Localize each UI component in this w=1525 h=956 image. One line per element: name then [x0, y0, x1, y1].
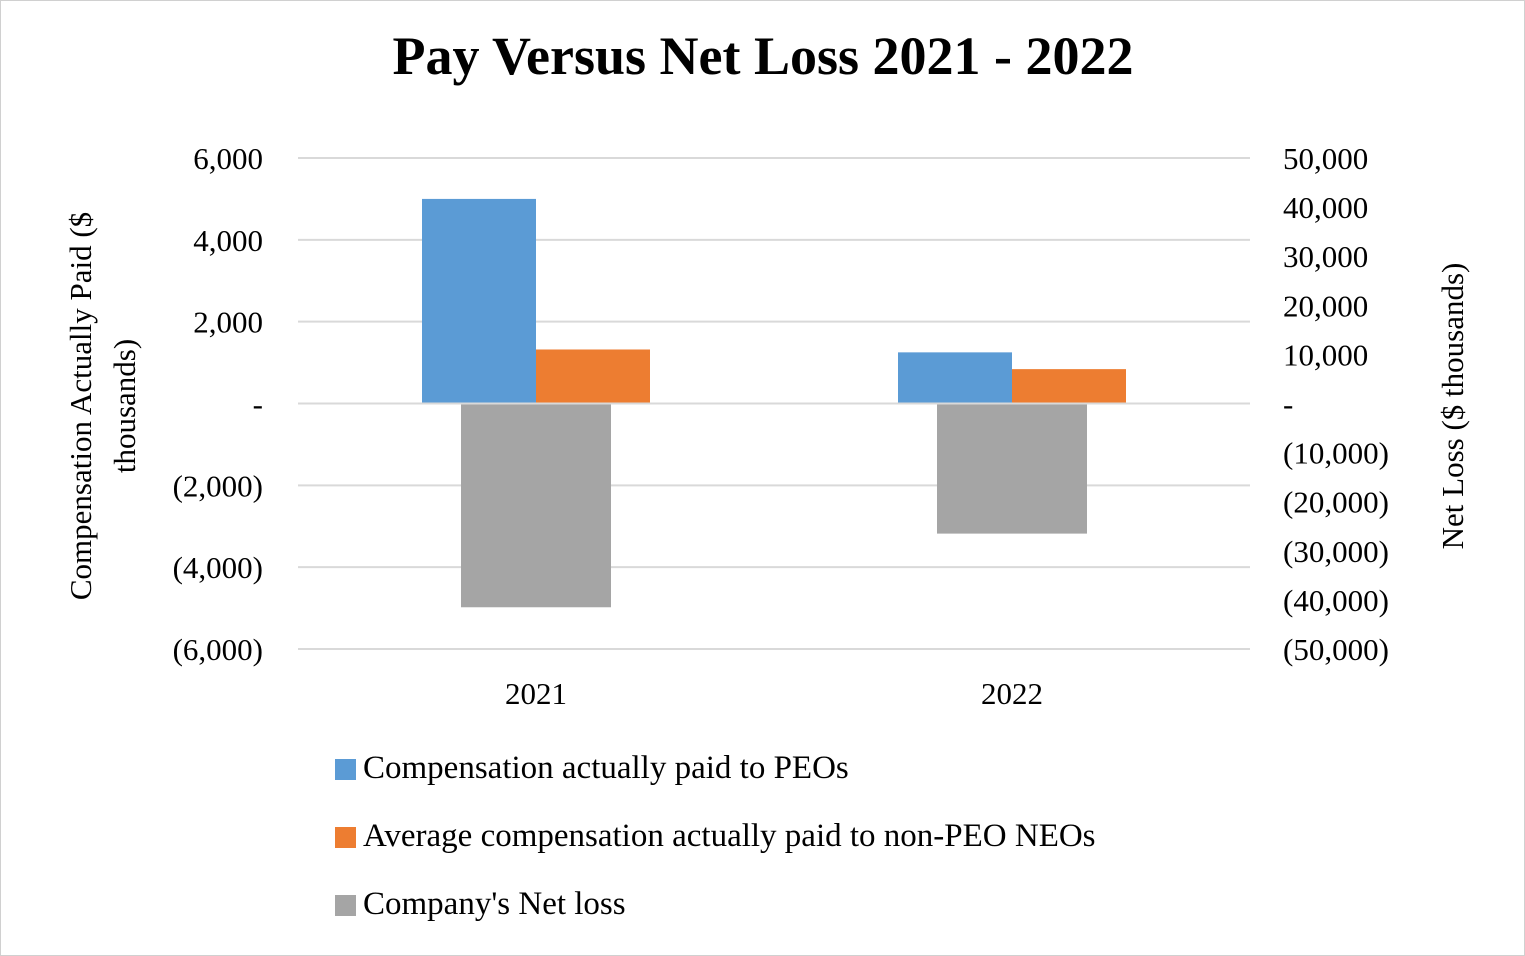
left-axis-title-line-1: Compensation Actually Paid ($: [63, 212, 98, 600]
right-tick-label: 50,000: [1283, 141, 1368, 176]
axis-titles: Compensation Actually Paid ($ thousands)…: [63, 212, 1470, 600]
right-tick-label: (30,000): [1283, 534, 1389, 569]
bar-series-2-2021: [461, 403, 611, 608]
right-tick-label: 40,000: [1283, 190, 1368, 225]
left-tick-label: -: [253, 387, 263, 422]
x-axis-ticks: 2021 2022: [505, 676, 1043, 711]
x-tick-label: 2022: [981, 676, 1043, 711]
bar-series-2-2022: [937, 403, 1087, 534]
left-tick-label: (2,000): [173, 468, 263, 503]
legend-label-2: Company's Net loss: [363, 886, 626, 922]
right-tick-label: (50,000): [1283, 632, 1389, 667]
left-tick-label: 2,000: [193, 305, 263, 340]
legend: Compensation actually paid to PEOs Averag…: [335, 750, 1096, 922]
chart-title: Pay Versus Net Loss 2021 - 2022: [392, 26, 1133, 86]
left-axis-title-line-2: thousands): [107, 339, 142, 473]
left-tick-label: 6,000: [193, 141, 263, 176]
legend-swatch-2: [335, 895, 356, 916]
legend-swatch-1: [335, 827, 356, 848]
bar-series-0-2022: [898, 352, 1012, 404]
left-axis-ticks: 6,000 4,000 2,000 - (2,000) (4,000) (6,000): [173, 141, 263, 667]
x-tick-label: 2021: [505, 676, 567, 711]
bar-series-1-2021: [536, 349, 650, 404]
right-tick-label: (20,000): [1283, 485, 1389, 520]
legend-label-1: Average compensation actually paid to no…: [363, 818, 1096, 854]
right-axis-title: Net Loss ($ thousands): [1435, 263, 1470, 550]
right-tick-label: 20,000: [1283, 288, 1368, 323]
legend-label-0: Compensation actually paid to PEOs: [363, 750, 849, 786]
bar-series-1-2022: [1012, 369, 1126, 404]
right-tick-label: 30,000: [1283, 239, 1368, 274]
legend-swatch-0: [335, 759, 356, 780]
bars: [422, 198, 1126, 608]
right-tick-label: (10,000): [1283, 436, 1389, 471]
right-axis-ticks: 50,000 40,000 30,000 20,000 10,000 - (10,000) (…: [1283, 141, 1389, 667]
right-tick-label: (40,000): [1283, 583, 1389, 618]
left-tick-label: (4,000): [173, 550, 263, 585]
right-tick-label: 10,000: [1283, 337, 1368, 372]
left-tick-label: 4,000: [193, 223, 263, 258]
right-tick-label: -: [1283, 387, 1293, 422]
left-tick-label: (6,000): [173, 632, 263, 667]
bar-series-0-2021: [422, 198, 536, 404]
